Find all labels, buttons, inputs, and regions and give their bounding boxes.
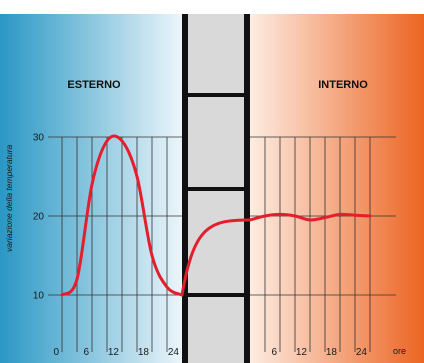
x-tick-label-inside: 12 bbox=[296, 347, 308, 358]
y-tick-label: 20 bbox=[33, 212, 45, 223]
x-tick-label-outside: 0 bbox=[53, 347, 59, 358]
wall-course-2 bbox=[186, 187, 246, 191]
y-tick-label: 30 bbox=[33, 133, 45, 144]
unit-label: ore bbox=[393, 346, 406, 356]
chart-grid bbox=[48, 136, 396, 352]
curve-inside bbox=[248, 212, 372, 222]
inside-panel bbox=[248, 14, 424, 363]
wall-left-edge bbox=[182, 14, 188, 363]
wall-right-edge bbox=[244, 14, 250, 363]
x-tick-label-outside: 18 bbox=[138, 347, 150, 358]
curve-outside bbox=[60, 134, 184, 297]
x-tick-label-inside: 6 bbox=[271, 347, 277, 358]
x-tick-label-inside: 18 bbox=[326, 347, 338, 358]
wall-course-3 bbox=[186, 293, 246, 297]
x-tick-label-outside: 12 bbox=[108, 347, 120, 358]
x-tick-label-outside: 6 bbox=[83, 347, 89, 358]
x-tick-label-inside: 24 bbox=[356, 347, 368, 358]
x-tick-label-outside: 24 bbox=[168, 347, 180, 358]
temperature-curves bbox=[60, 134, 372, 297]
y-tick-label: 10 bbox=[33, 291, 45, 302]
y-axis-label: variazione della temperatura bbox=[4, 144, 14, 252]
tick-labels: 10 20 30 0 6 12 18 24 6 12 18 24 bbox=[33, 133, 368, 359]
wall-course-1 bbox=[186, 93, 246, 97]
inside-label: INTERNO bbox=[318, 79, 368, 91]
curve-through-wall bbox=[180, 218, 252, 297]
outside-label: ESTERNO bbox=[67, 79, 121, 91]
